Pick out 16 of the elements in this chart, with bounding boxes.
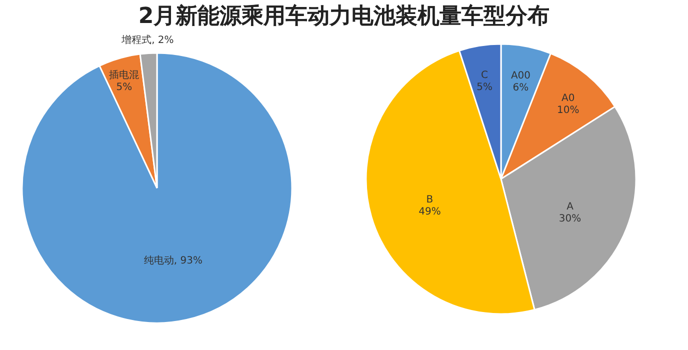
pie-slice [21, 52, 293, 324]
slice-label: A [566, 201, 574, 212]
data-label: 49% [418, 206, 441, 218]
slice-label: B [426, 194, 434, 206]
slice-label: C [481, 70, 488, 81]
data-label: 6% [512, 82, 529, 94]
slice-label: 纯电动, 93% [144, 254, 202, 266]
data-label: 5% [476, 82, 492, 93]
text: 2月新能源乘用车动力电池装机量车型分布 [137, 3, 551, 31]
slice-label: 插电混 [109, 69, 140, 82]
data-label: 5% [116, 82, 132, 94]
slice-label: A00 [510, 70, 531, 82]
slice-label: A0 [562, 92, 575, 104]
data-label: 10% [557, 104, 580, 116]
slice-label: 增程式, 2% [120, 34, 174, 46]
data-label: 30% [558, 213, 582, 224]
